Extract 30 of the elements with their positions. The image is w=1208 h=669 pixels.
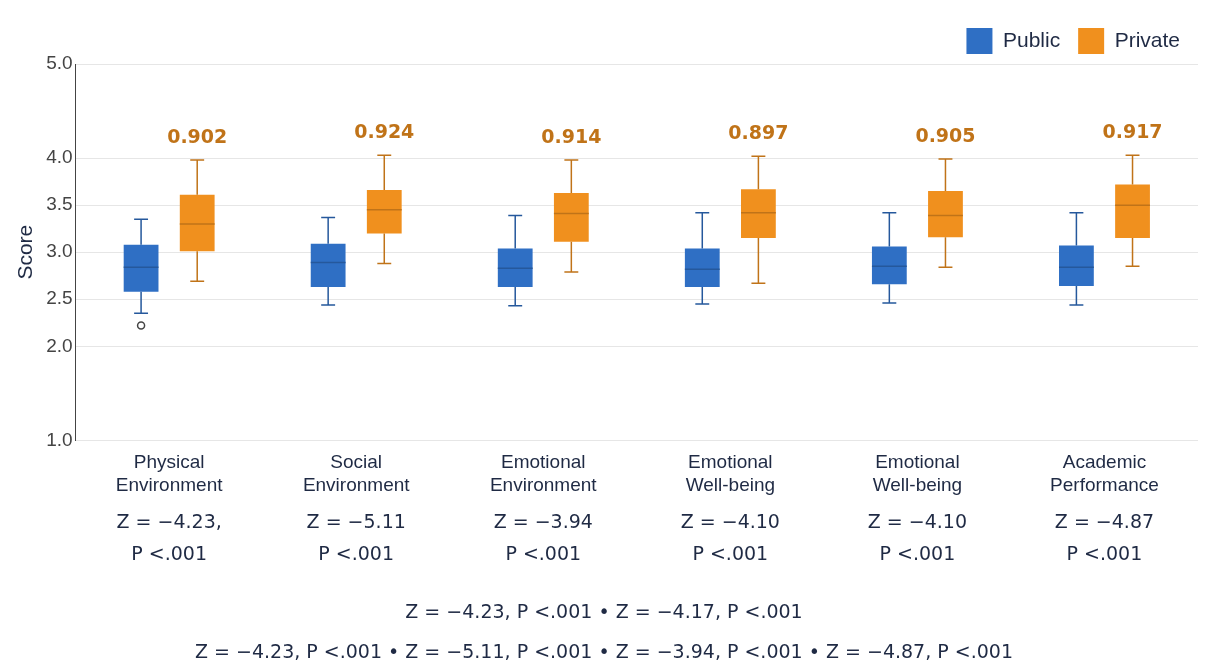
text: Z = −4.23, P <.001 <box>115 509 223 566</box>
x-tick-label: Emotional Well-being <box>685 451 776 495</box>
text: Z = −4.23, P <.001 • Z = −5.11, P <.001 • Z = −3.94, P <.001 • Z = −4.87, P <.001 <box>194 640 1014 662</box>
y-tick-label: 3.0 <box>46 240 73 262</box>
x-tick-label: Social Environment <box>302 451 411 495</box>
text: Z = −3.94 P <.001 <box>492 509 594 566</box>
x-tick-label: Physical Environment <box>115 451 224 495</box>
y-tick-label: 3.5 <box>46 193 73 215</box>
text: Z = −4.23, P <.001 • Z = −4.17, P <.001 <box>404 600 804 622</box>
x-tick-label: Emotional Environment <box>489 451 598 495</box>
text: Z = −4.87 P <.001 <box>1053 509 1156 566</box>
legend-label: Public <box>1002 27 1061 51</box>
legend-label: Private <box>1114 27 1180 51</box>
text: Z = −4.10 P <.001 <box>866 509 968 566</box>
annotation: 0.905 <box>915 123 976 146</box>
y-tick-label: 2.5 <box>46 287 73 309</box>
y-axis-title: Score <box>13 224 37 280</box>
annotation: 0.917 <box>1102 120 1163 143</box>
y-tick-label: 1.0 <box>46 428 73 450</box>
annotation: 0.902 <box>167 124 228 147</box>
text: Z = −4.10 P <.001 <box>679 509 781 566</box>
x-tick-label: Academic Performance <box>1050 451 1159 495</box>
text: Z = −5.11 P <.001 <box>305 509 407 566</box>
y-tick-label: 4.0 <box>46 146 73 168</box>
x-tick-label: Emotional Well-being <box>872 451 963 495</box>
y-tick-label: 5.0 <box>46 52 73 74</box>
annotation: 0.897 <box>728 121 789 144</box>
y-tick-label: 2.0 <box>46 334 73 356</box>
annotation: 0.924 <box>354 120 415 143</box>
annotation: 0.914 <box>541 124 602 147</box>
